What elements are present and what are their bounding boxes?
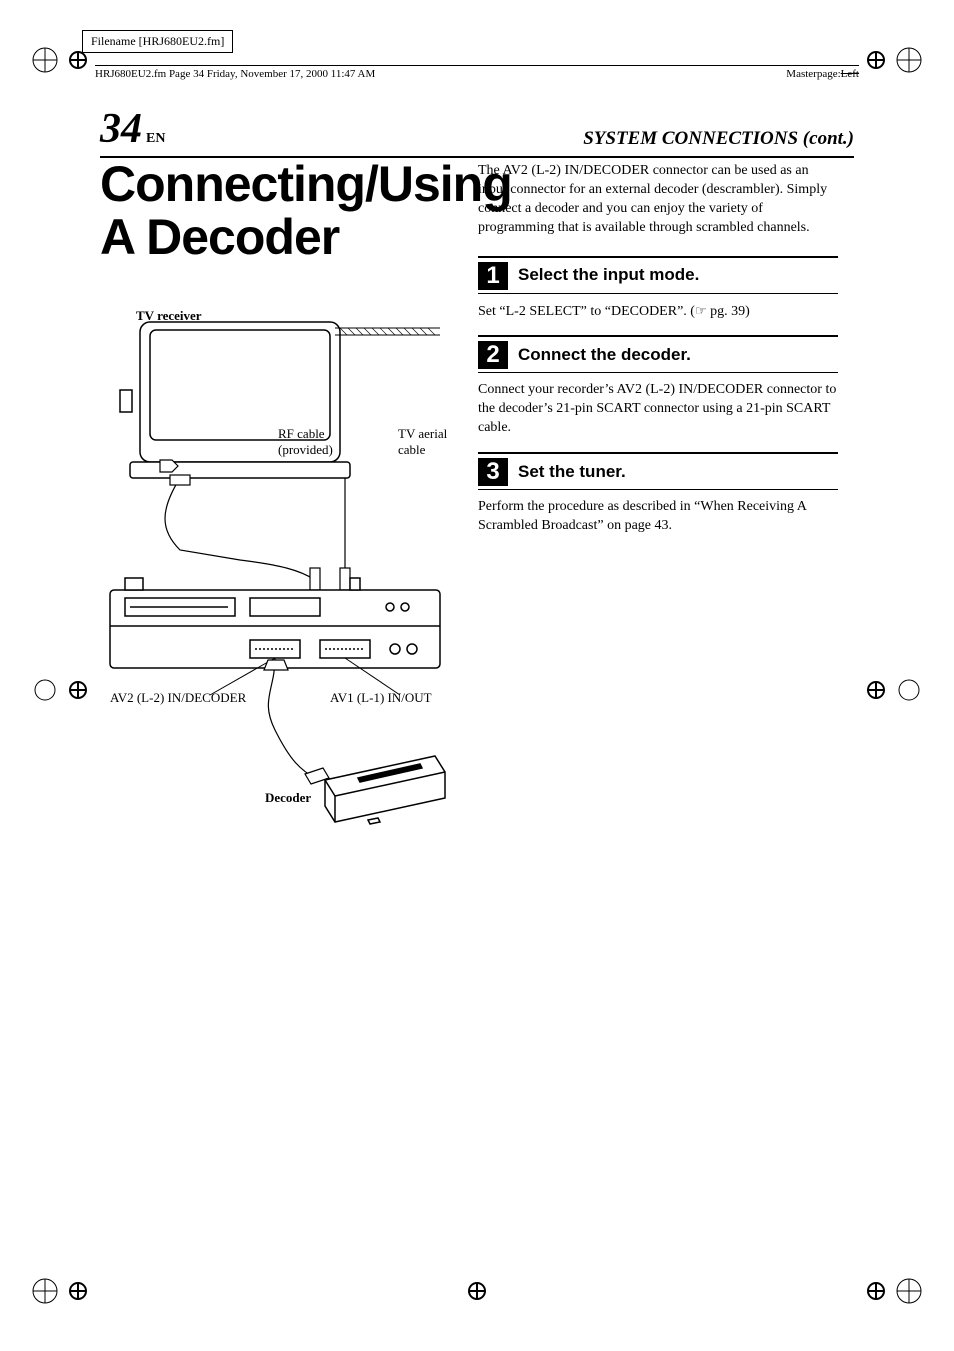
connection-diagram: TV receiver RF cable (provided) TV aeria…	[100, 300, 450, 840]
label-tv-aerial-l1: TV aerial	[398, 426, 447, 442]
step-1: 1 Select the input mode. Set “L-2 SELECT…	[478, 256, 838, 322]
label-tv-receiver: TV receiver	[136, 308, 202, 324]
crop-mark-top-left	[30, 30, 90, 90]
main-title-line-2: A Decoder	[100, 211, 512, 264]
masterpage-value: Left	[841, 68, 859, 80]
page-lang: EN	[146, 131, 165, 146]
section-title: SYSTEM CONNECTIONS (cont.)	[583, 128, 854, 150]
page-header-row: 34 EN SYSTEM CONNECTIONS (cont.)	[100, 108, 854, 158]
masterpage-label: Masterpage:	[786, 68, 840, 80]
step-3: 3 Set the tuner. Perform the procedure a…	[478, 452, 838, 536]
step-1-body: Set “L-2 SELECT” to “DECODER”. (☞ pg. 39…	[478, 302, 838, 322]
crop-mark-mid-left	[30, 660, 90, 720]
step-3-number: 3	[478, 458, 508, 486]
label-rf-cable-l1: RF cable	[278, 426, 333, 442]
step-2: 2 Connect the decoder. Connect your reco…	[478, 335, 838, 438]
crop-mark-bottom-mid	[447, 1261, 507, 1321]
label-decoder: Decoder	[265, 790, 311, 806]
step-2-number: 2	[478, 341, 508, 369]
step-1-number: 1	[478, 262, 508, 290]
page-ref-icon: ☞	[695, 302, 707, 320]
main-title: Connecting/Using A Decoder	[100, 158, 512, 263]
step-2-title: Connect the decoder.	[518, 344, 691, 367]
step-1-body-pre: Set “L-2 SELECT” to “DECODER”. (	[478, 304, 695, 319]
step-3-header: 3 Set the tuner.	[478, 452, 838, 490]
page-number-value: 34	[100, 106, 142, 152]
label-av2: AV2 (L-2) IN/DECODER	[110, 690, 246, 706]
step-1-title: Select the input mode.	[518, 264, 699, 287]
step-1-header: 1 Select the input mode.	[478, 256, 838, 294]
crop-mark-bottom-right	[864, 1261, 924, 1321]
label-tv-aerial-l2: cable	[398, 442, 447, 458]
label-rf-cable-l2: (provided)	[278, 442, 333, 458]
crop-mark-bottom-left	[30, 1261, 90, 1321]
right-column: The AV2 (L-2) IN/DECODER connector can b…	[478, 162, 838, 536]
label-av1: AV1 (L-1) IN/OUT	[330, 690, 432, 706]
filename-box: Filename [HRJ680EU2.fm]	[82, 30, 233, 53]
step-3-body: Perform the procedure as described in “W…	[478, 498, 838, 536]
crop-mark-top-right	[864, 30, 924, 90]
step-2-body: Connect your recorder’s AV2 (L-2) IN/DEC…	[478, 381, 838, 438]
header-left-text: HRJ680EU2.fm Page 34 Friday, November 17…	[95, 68, 375, 80]
intro-paragraph: The AV2 (L-2) IN/DECODER connector can b…	[478, 162, 838, 238]
crop-mark-mid-right	[864, 660, 924, 720]
label-rf-cable: RF cable (provided)	[278, 426, 333, 458]
header-right-text: Masterpage:Left	[786, 68, 859, 80]
header-line: HRJ680EU2.fm Page 34 Friday, November 17…	[95, 65, 859, 80]
main-title-line-1: Connecting/Using	[100, 158, 512, 211]
step-3-title: Set the tuner.	[518, 461, 626, 484]
step-2-header: 2 Connect the decoder.	[478, 335, 838, 373]
step-1-body-post: pg. 39)	[707, 304, 750, 319]
page-number: 34 EN	[100, 108, 165, 150]
label-tv-aerial: TV aerial cable	[398, 426, 447, 458]
